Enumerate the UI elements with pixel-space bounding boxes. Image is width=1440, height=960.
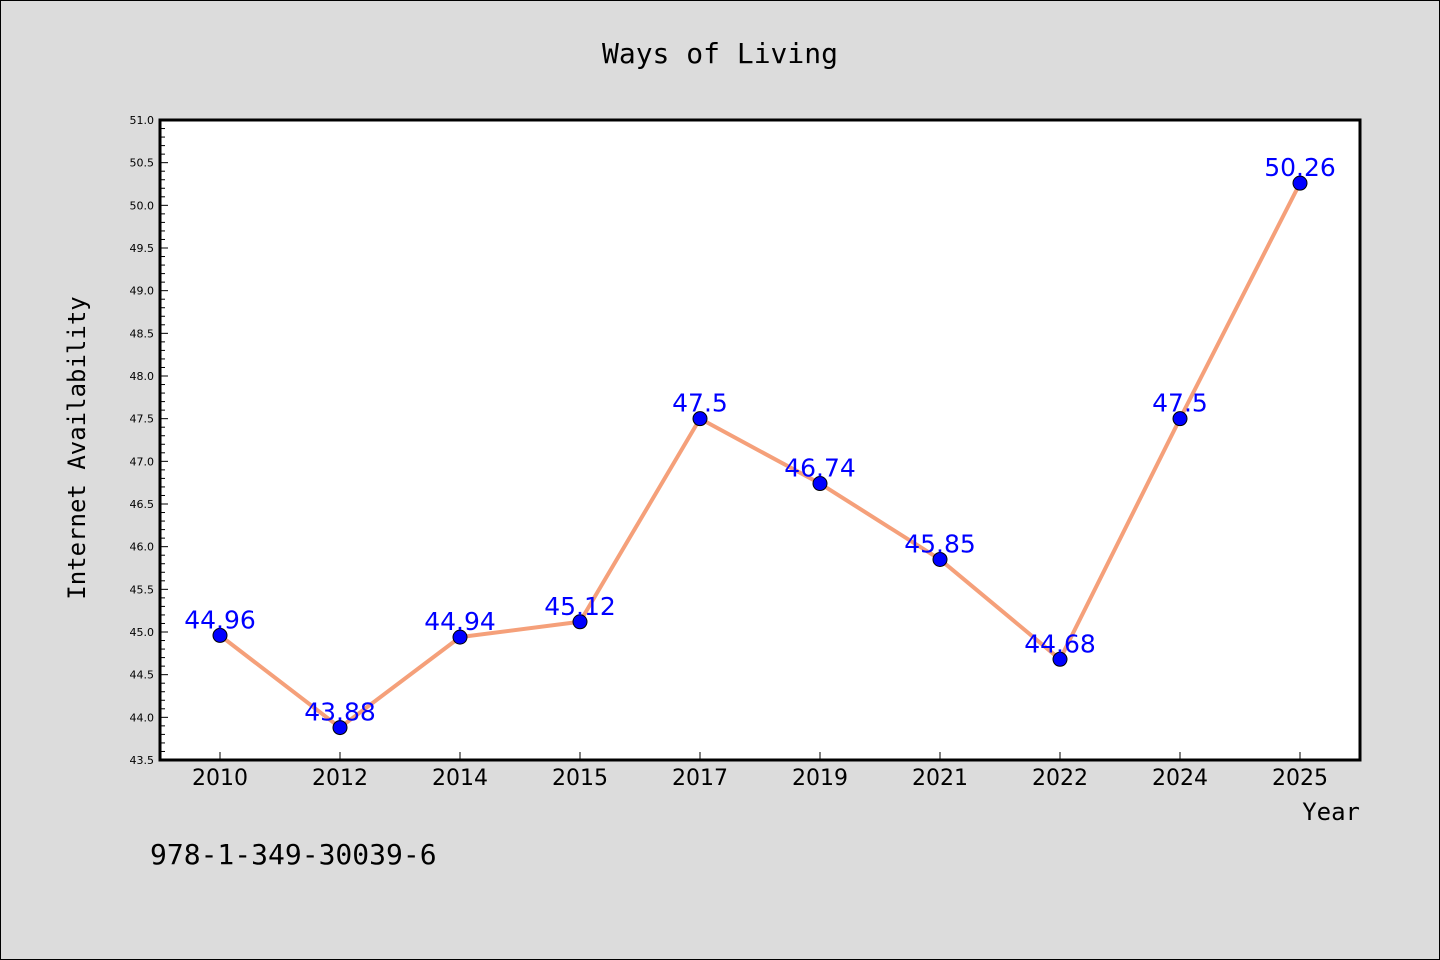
x-tick-label: 2017 xyxy=(672,766,728,791)
data-label: 45.12 xyxy=(544,592,616,621)
y-tick-label: 51.0 xyxy=(130,114,155,127)
y-axis-label: Internet Availability xyxy=(63,296,91,599)
data-point[interactable] xyxy=(212,627,228,643)
footnote: 978-1-349-30039-6 xyxy=(150,838,437,871)
data-label: 43.88 xyxy=(304,698,376,727)
y-tick-label: 49.0 xyxy=(130,285,155,298)
y-tick-label: 49.5 xyxy=(130,242,155,255)
x-tick-label: 2022 xyxy=(1032,766,1088,791)
x-tick-label: 2019 xyxy=(792,766,848,791)
data-point[interactable] xyxy=(692,411,708,427)
y-tick-label: 44.5 xyxy=(130,669,155,682)
y-tick-label: 46.0 xyxy=(130,541,155,554)
x-tick-label: 2010 xyxy=(192,766,248,791)
y-axis: 43.5 44.0 44.5 45.0 45.5 46.0 46.5 47.0 47.5 48.0… xyxy=(130,114,168,767)
data-label: 47.5 xyxy=(1152,389,1208,418)
data-point[interactable] xyxy=(1052,651,1068,667)
series-line xyxy=(218,182,1302,730)
x-tick-label: 2024 xyxy=(1152,766,1208,791)
data-point[interactable] xyxy=(932,551,948,567)
y-tick-label: 45.5 xyxy=(130,583,155,596)
y-tick-label: 47.5 xyxy=(130,413,155,426)
x-tick-label: 2014 xyxy=(432,766,488,791)
x-axis: 2010 2012 2014 2015 2017 2019 2021 2022 2024 2025 xyxy=(192,752,1328,791)
y-tick-label: 43.5 xyxy=(130,754,155,767)
x-tick-label: 2012 xyxy=(312,766,368,791)
data-point[interactable] xyxy=(452,629,468,645)
data-label: 46.74 xyxy=(784,454,856,483)
plot-area xyxy=(158,118,1362,762)
data-label: 44.94 xyxy=(424,607,496,636)
y-tick-label: 44.0 xyxy=(130,711,155,724)
y-tick-label: 48.0 xyxy=(130,370,155,383)
y-tick-label: 48.5 xyxy=(130,327,155,340)
data-label: 47.5 xyxy=(672,389,728,418)
x-axis-label: Year xyxy=(1302,798,1360,826)
data-point[interactable] xyxy=(1292,175,1308,191)
chart-title: Ways of Living xyxy=(602,37,838,70)
y-tick-label: 46.5 xyxy=(130,498,155,511)
y-tick-label: 50.5 xyxy=(130,157,155,170)
data-label: 44.68 xyxy=(1024,629,1096,658)
y-tick-label: 45.0 xyxy=(130,626,155,639)
series: 44.96 43.88 44.94 45.12 47.5 46.74 45.85 44.68 4… xyxy=(184,153,1336,736)
data-point[interactable] xyxy=(572,614,588,630)
x-tick-label: 2021 xyxy=(912,766,968,791)
data-label: 50.26 xyxy=(1264,153,1336,182)
data-point[interactable] xyxy=(812,476,828,492)
data-label: 44.96 xyxy=(184,605,256,634)
data-label: 45.85 xyxy=(904,529,976,558)
data-point[interactable] xyxy=(1172,411,1188,427)
y-tick-label: 47.0 xyxy=(130,455,155,468)
data-point[interactable] xyxy=(332,720,348,736)
x-tick-label: 2025 xyxy=(1272,766,1328,791)
y-tick-label: 50.0 xyxy=(130,199,155,212)
x-tick-label: 2015 xyxy=(552,766,608,791)
